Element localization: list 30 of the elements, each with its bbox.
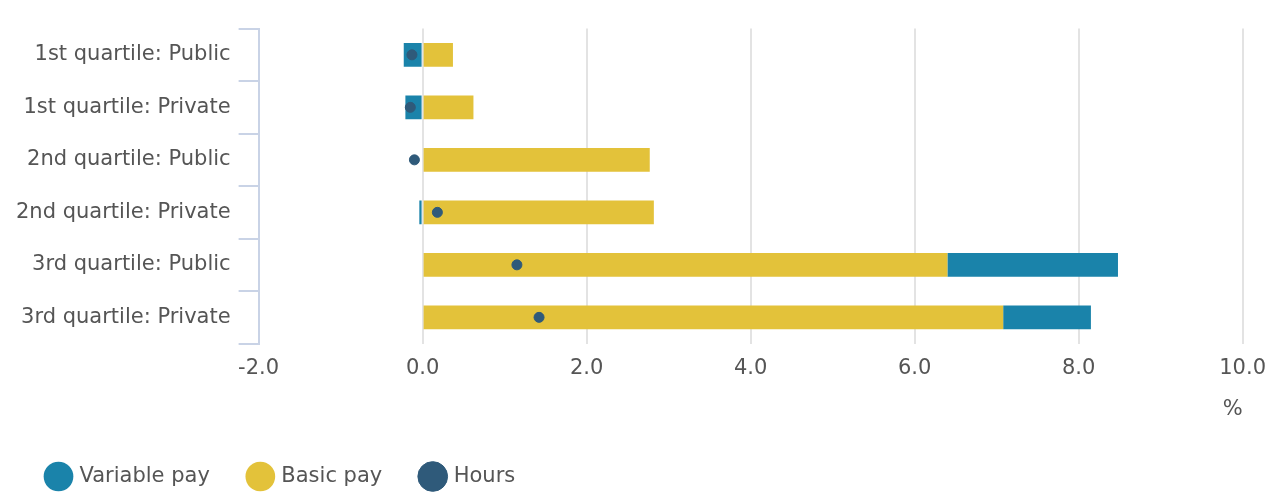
- y-tick-label: 1st quartile: Public: [34, 41, 231, 66]
- legend-label: Hours: [453, 462, 516, 487]
- bar: [423, 95, 474, 120]
- point: [511, 259, 523, 271]
- bar: [947, 253, 1118, 277]
- y-tick-label: 1st quartile: Private: [23, 93, 231, 118]
- y-tick-label: 2nd quartile: Private: [15, 198, 231, 223]
- x-tick-label: 2.0: [569, 354, 604, 379]
- bar: [423, 253, 948, 277]
- x-tick-label: 8.0: [1061, 354, 1096, 379]
- y-tick-label: 2nd quartile: Public: [27, 146, 231, 171]
- legend-label: Variable pay: [79, 462, 210, 487]
- bar: [423, 43, 453, 67]
- legend-label: Basic pay: [281, 462, 383, 487]
- x-tick-label: 0.0: [405, 354, 440, 379]
- bar: [423, 200, 654, 225]
- x-tick-label: 4.0: [733, 354, 768, 379]
- point: [533, 311, 545, 323]
- x-tick-label: 10.0: [1219, 354, 1266, 379]
- x-tick-label: 6.0: [897, 354, 932, 379]
- bar: [423, 148, 650, 172]
- x-tick-label: -2.0: [238, 354, 280, 379]
- point: [408, 154, 420, 166]
- point: [431, 206, 443, 218]
- bar: [423, 305, 1004, 330]
- y-tick-label: 3rd quartile: Private: [21, 303, 231, 328]
- y-tick-label: 3rd quartile: Public: [32, 251, 231, 276]
- bar: [1003, 305, 1091, 330]
- x-axis-title: %: [1222, 395, 1243, 420]
- bar: [419, 200, 422, 225]
